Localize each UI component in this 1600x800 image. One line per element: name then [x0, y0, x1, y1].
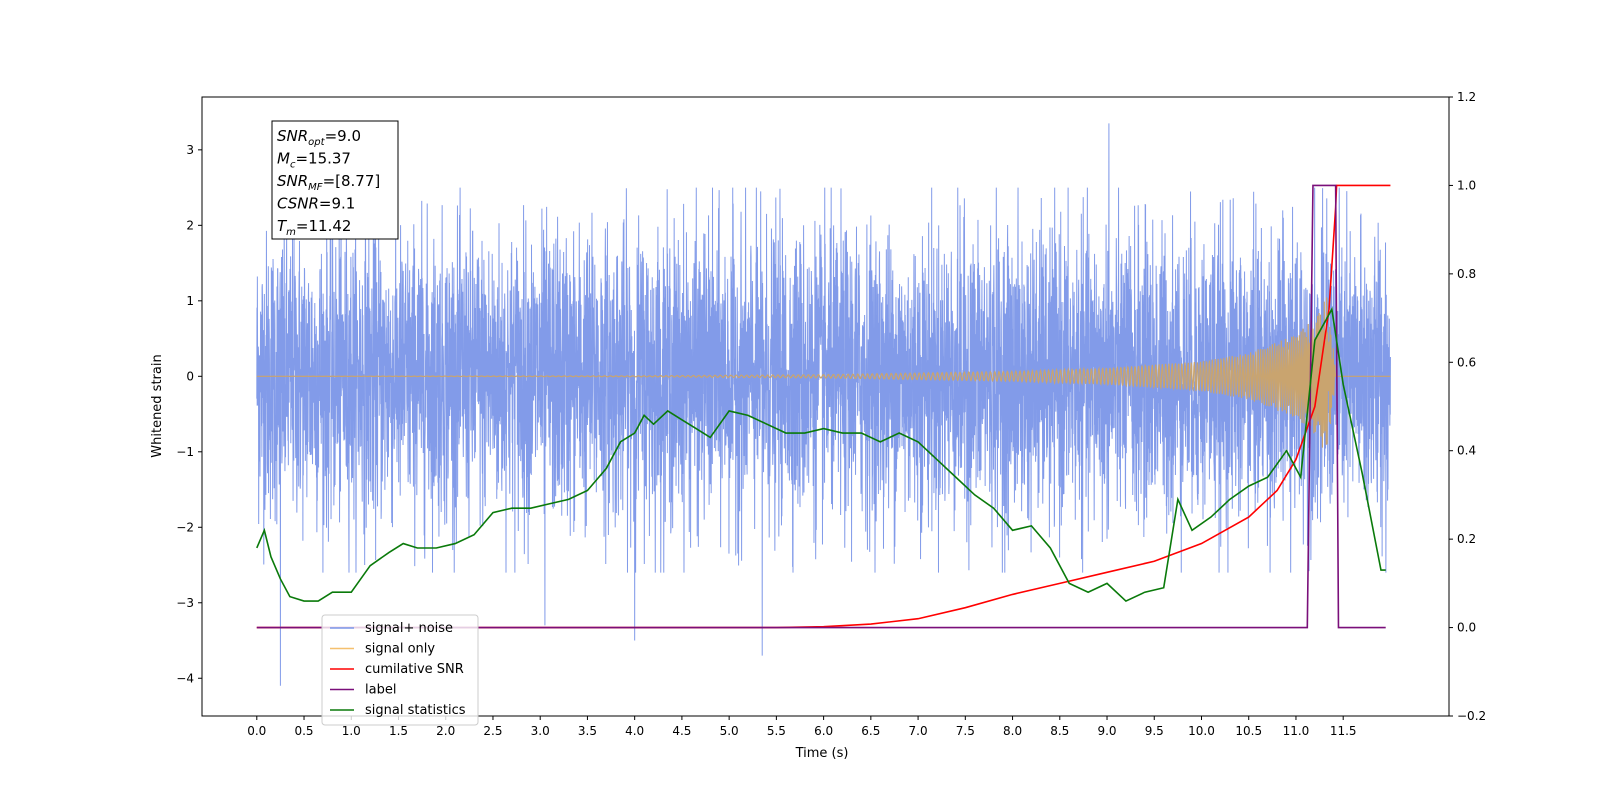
x-tick-label: 1.5 [389, 724, 408, 738]
annotation-symbol: M [277, 150, 290, 168]
legend-label: label [365, 683, 396, 698]
x-tick-label: 1.0 [342, 724, 361, 738]
y-tick-label-right: −0.2 [1457, 709, 1486, 723]
y-tick-label-right: 1.2 [1457, 90, 1476, 104]
x-tick-label: 8.5 [1050, 724, 1069, 738]
annotation-symbol: CSNR [277, 195, 319, 213]
annotation-value: =9.0 [325, 127, 361, 145]
y-tick-label-right: 0.0 [1457, 621, 1476, 635]
y-tick-label-left: −1 [176, 445, 194, 459]
plot-area [256, 123, 1391, 686]
x-tick-label: 11.0 [1283, 724, 1310, 738]
x-tick-label: 0.5 [294, 724, 313, 738]
y-tick-label-right: 1.0 [1457, 178, 1476, 192]
annotation-subscript: m [286, 227, 296, 238]
x-axis-label: Time (s) [795, 746, 849, 761]
x-tick-label: 2.0 [436, 724, 455, 738]
legend-label: signal+ noise [365, 621, 453, 636]
y-tick-label-left: 2 [186, 218, 194, 232]
legend-label: cumilative SNR [365, 662, 464, 677]
x-tick-label: 10.0 [1188, 724, 1215, 738]
y-tick-label-right: 0.2 [1457, 532, 1476, 546]
annotation-subscript: c [290, 160, 296, 171]
legend-label: signal only [365, 642, 435, 657]
x-tick-label: 5.0 [720, 724, 739, 738]
y-tick-label-left: −2 [176, 520, 194, 534]
legend-box [321, 614, 479, 726]
y-tick-label-left: 1 [186, 294, 194, 308]
annotation-value: =11.42 [296, 217, 352, 235]
annotation-subscript: opt [308, 137, 325, 148]
legend-label: signal statistics [365, 703, 466, 718]
series-signal-statistics [256, 306, 1386, 602]
x-tick-label: 3.5 [578, 724, 597, 738]
x-tick-label: 7.0 [909, 724, 928, 738]
annotation-subscript: MF [308, 182, 323, 193]
x-tick-label: 4.5 [672, 724, 691, 738]
annotation-text: SNRopt=9.0 Mc=15.37 SNRMF=[8.77] CSNR=9.1 Tm… [277, 127, 380, 238]
legend: signal+ noise signal only cumilative SNR la… [321, 614, 479, 726]
x-tick-label: 3.0 [531, 724, 550, 738]
y-tick-label-left: 3 [186, 143, 194, 157]
y-axis-label-left: Whitened strain [150, 354, 165, 457]
series-signal-only [256, 297, 1391, 448]
x-tick-label: 2.5 [483, 724, 502, 738]
x-tick-label: 6.5 [861, 724, 880, 738]
axes: 0.0 0.5 1.0 1.5 2.0 2.5 3.0 3.5 4.0 4.5 5.0 5.5 6.0 6… [176, 90, 1486, 738]
y-tick-label-left: −4 [176, 671, 194, 685]
annotation-symbol: SNR [277, 127, 308, 145]
x-tick-label: 0.0 [247, 724, 266, 738]
series-label [256, 184, 1386, 629]
x-tick-label: 11.5 [1330, 724, 1357, 738]
y-tick-label-right: 0.8 [1457, 267, 1476, 281]
x-tick-label: 10.5 [1235, 724, 1262, 738]
annotation-box: SNRopt=9.0 Mc=15.37 SNRMF=[8.77] CSNR=9.1 Tm… [271, 120, 399, 240]
x-tick-label: 9.5 [1145, 724, 1164, 738]
x-tick-label: 4.0 [625, 724, 644, 738]
y-tick-label-right: 0.6 [1457, 355, 1476, 369]
x-tick-label: 9.0 [1097, 724, 1116, 738]
x-tick-label: 5.5 [767, 724, 786, 738]
annotation-symbol: T [277, 217, 288, 235]
y-tick-label-left: 0 [186, 369, 194, 383]
y-tick-label-right: 0.4 [1457, 444, 1476, 458]
x-tick-label: 6.0 [814, 724, 833, 738]
y-tick-label-left: −3 [176, 596, 194, 610]
annotation-value: =[8.77] [323, 172, 381, 190]
annotation-value: =15.37 [295, 150, 351, 168]
plot-frame [201, 96, 1450, 717]
x-tick-label: 7.5 [956, 724, 975, 738]
series-cumilative-snr [256, 184, 1391, 629]
series-signal-noise [256, 123, 1391, 686]
annotation-value: =9.1 [319, 195, 355, 213]
x-tick-label: 8.0 [1003, 724, 1022, 738]
annotation-symbol: SNR [277, 172, 308, 190]
